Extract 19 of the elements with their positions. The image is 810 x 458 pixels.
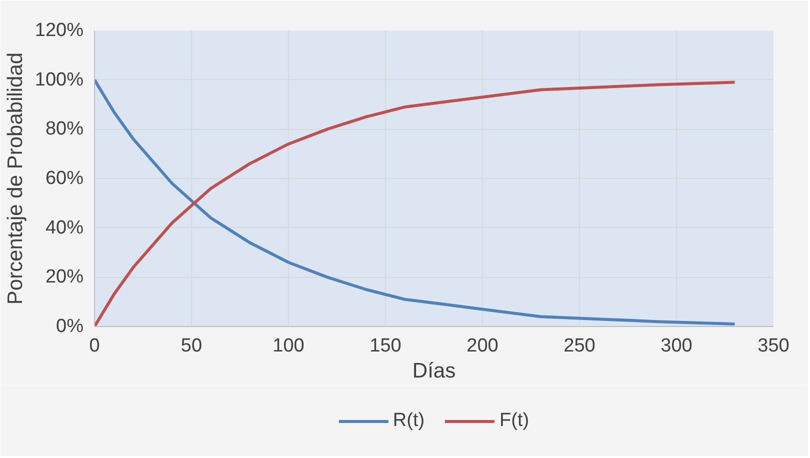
x-tick-label: 350	[758, 336, 790, 356]
y-tick-label: 40%	[45, 217, 84, 238]
x-tick-label: 200	[466, 336, 498, 356]
y-tick-label: 20%	[45, 266, 84, 288]
legend-label: R(t)	[392, 410, 425, 432]
y-tick-label: 0%	[56, 316, 84, 337]
legend-label: F(t)	[500, 410, 530, 432]
x-tick-label: 300	[660, 336, 692, 356]
y-tick-label: 60%	[45, 168, 84, 189]
x-tick-label: 50	[180, 336, 202, 356]
x-tick-label: 250	[564, 336, 596, 356]
y-axis-title: Porcentaje de Probabilidad	[4, 52, 27, 305]
x-tick-label: 100	[272, 336, 304, 356]
x-tick-label: 150	[370, 336, 402, 356]
x-axis-title: Días	[412, 360, 456, 382]
x-tick-label: 0	[89, 336, 100, 356]
y-tick-label: 80%	[45, 118, 84, 140]
y-tick-label: 100%	[34, 69, 84, 90]
y-tick-label: 120%	[34, 20, 84, 41]
